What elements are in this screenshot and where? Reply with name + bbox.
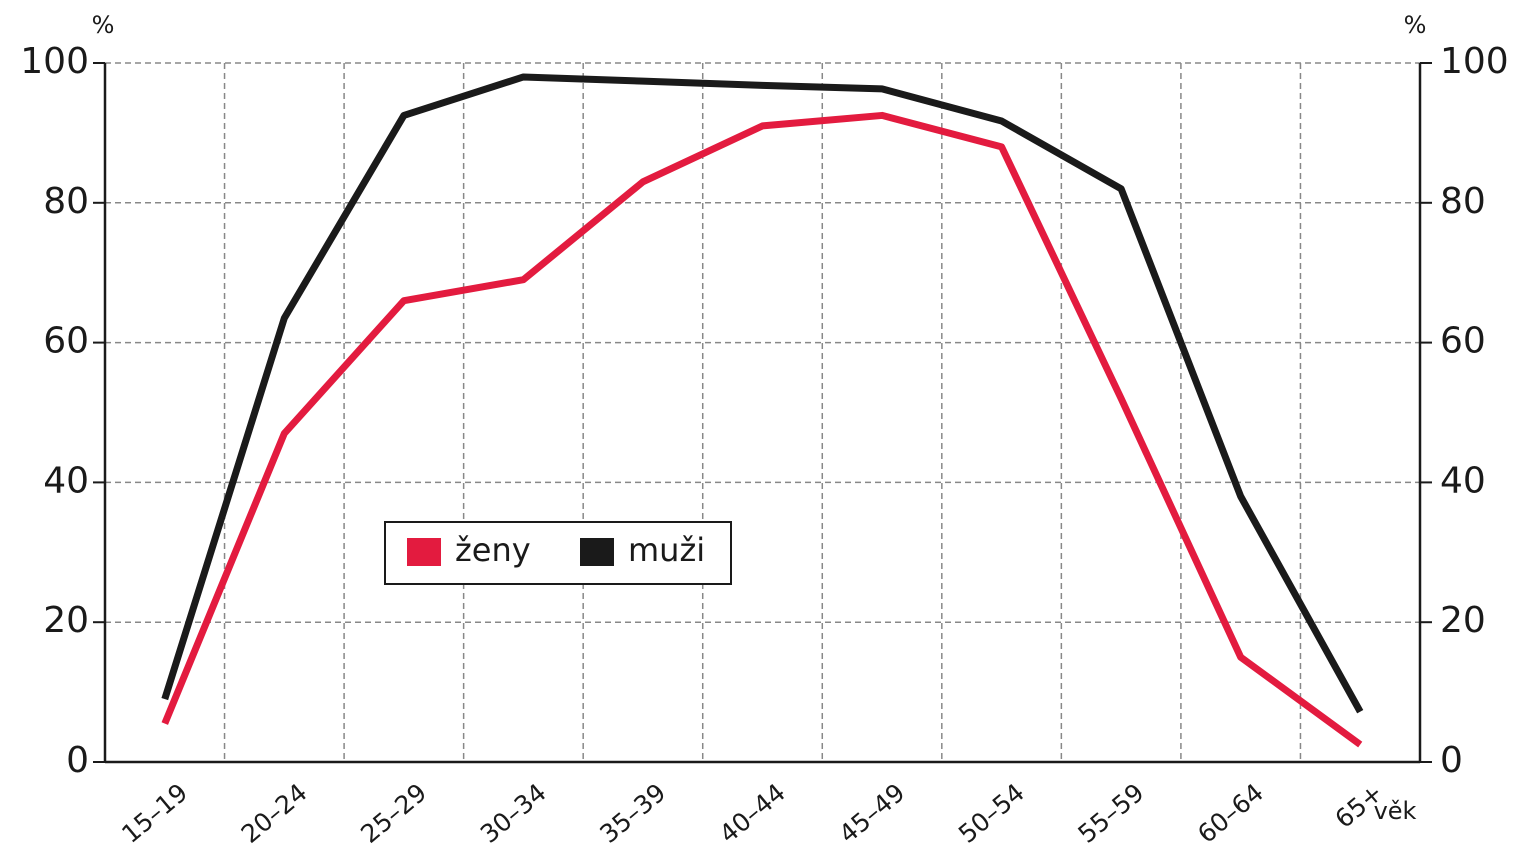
x-tick-label: 20–24 bbox=[236, 778, 313, 848]
series-line bbox=[161, 111, 1363, 748]
y-tick-label: 40 bbox=[43, 460, 89, 501]
x-tick-label: 35–39 bbox=[594, 778, 671, 848]
y2-tick-label: 60 bbox=[1440, 321, 1486, 362]
x-axis-label: věk bbox=[1374, 797, 1417, 825]
y-tick-label: 0 bbox=[66, 740, 89, 781]
x-tick-label: 30–34 bbox=[475, 778, 552, 848]
y-axis-label: % bbox=[92, 11, 115, 39]
x-tick-label: 65+ bbox=[1330, 778, 1389, 834]
y2-tick-label: 0 bbox=[1440, 740, 1463, 781]
y2-tick-label: 20 bbox=[1440, 600, 1486, 641]
legend-label: muži bbox=[628, 531, 705, 569]
y-tick-label: 100 bbox=[20, 41, 89, 82]
y2-tick-label: 40 bbox=[1440, 460, 1486, 501]
x-tick-label: 60–64 bbox=[1192, 778, 1269, 848]
legend-swatch bbox=[407, 538, 441, 566]
x-tick-label: 25–29 bbox=[355, 778, 432, 848]
y2-tick-label: 80 bbox=[1440, 181, 1486, 222]
series-line bbox=[161, 73, 1364, 714]
x-tick-label: 55–59 bbox=[1073, 778, 1150, 848]
y2-tick-label: 100 bbox=[1440, 41, 1509, 82]
legend-swatch bbox=[580, 538, 614, 566]
x-tick-label: 40–44 bbox=[714, 778, 791, 848]
legend-label: ženy bbox=[455, 531, 531, 569]
x-tick-label: 15–19 bbox=[116, 778, 193, 848]
y-tick-label: 80 bbox=[43, 181, 89, 222]
legend-box bbox=[384, 521, 732, 585]
y2-axis-label: % bbox=[1404, 11, 1427, 39]
x-tick-label: 50–54 bbox=[953, 778, 1030, 848]
y-tick-label: 60 bbox=[43, 321, 89, 362]
x-tick-label: 45–49 bbox=[833, 778, 910, 848]
y-tick-label: 20 bbox=[43, 600, 89, 641]
